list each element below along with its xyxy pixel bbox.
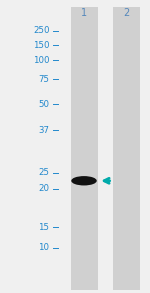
Text: 15: 15: [39, 223, 50, 231]
Ellipse shape: [71, 176, 97, 185]
Text: 50: 50: [39, 100, 50, 108]
Text: 1: 1: [81, 8, 87, 18]
Text: 75: 75: [39, 75, 50, 84]
Bar: [112, 7, 140, 290]
Text: 10: 10: [39, 243, 50, 252]
Bar: [70, 7, 98, 290]
Text: 20: 20: [39, 185, 50, 193]
Text: 150: 150: [33, 41, 50, 50]
Text: 250: 250: [33, 26, 50, 35]
Text: 2: 2: [123, 8, 129, 18]
Text: 100: 100: [33, 56, 50, 64]
Text: 37: 37: [39, 126, 50, 135]
Text: 25: 25: [39, 168, 50, 177]
